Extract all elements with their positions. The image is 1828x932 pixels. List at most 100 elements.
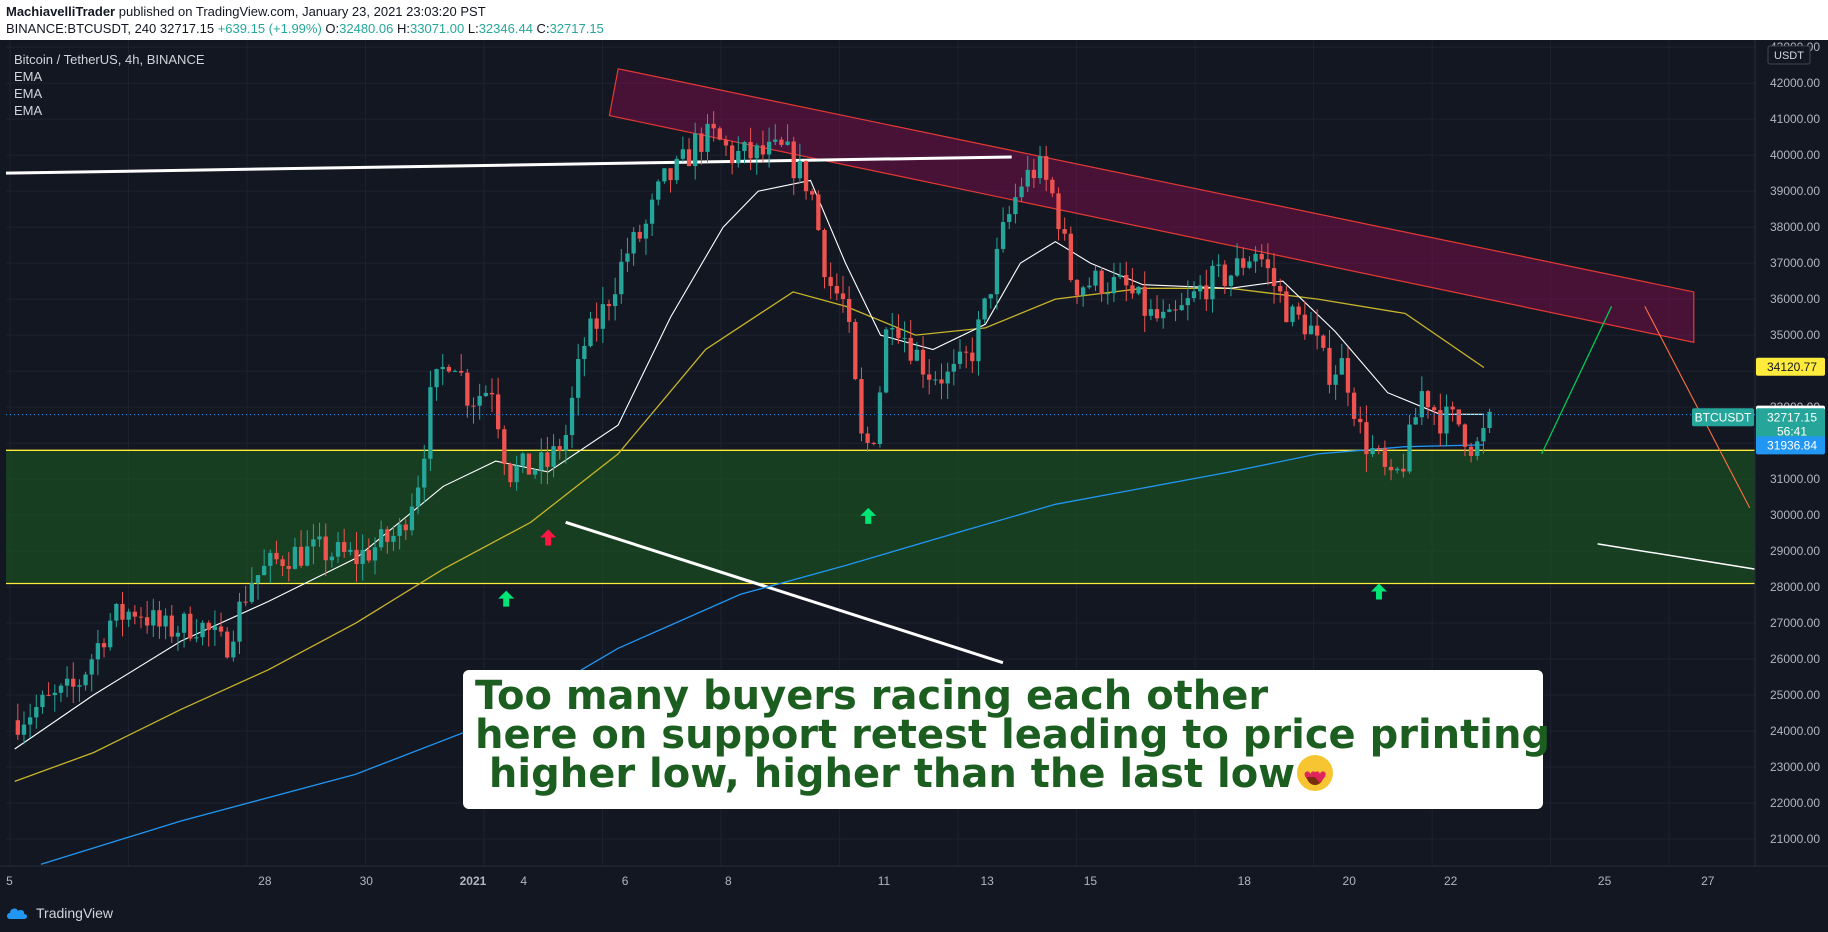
currency-badge[interactable] <box>1767 45 1811 65</box>
candle-body[interactable] <box>1167 309 1172 312</box>
candle-body[interactable] <box>255 575 261 584</box>
candle-body[interactable] <box>465 372 470 406</box>
candle-body[interactable] <box>483 392 488 396</box>
ema-slow-line[interactable] <box>40 444 1484 865</box>
candle-body[interactable] <box>680 149 686 159</box>
candle-body[interactable] <box>200 622 205 638</box>
candle-body[interactable] <box>1204 285 1209 300</box>
candle-body[interactable] <box>1062 229 1067 234</box>
candle-body[interactable] <box>495 394 501 430</box>
candle-body[interactable] <box>551 446 556 467</box>
candle-body[interactable] <box>563 435 569 451</box>
support-zone[interactable] <box>6 450 1755 584</box>
candle-body[interactable] <box>89 659 94 675</box>
candle-body[interactable] <box>292 546 298 569</box>
price-label-badge[interactable] <box>1756 436 1825 455</box>
candle-body[interactable] <box>385 529 390 542</box>
candle-body[interactable] <box>1105 293 1110 295</box>
candle-body[interactable] <box>803 160 809 192</box>
candle-body[interactable] <box>1253 253 1258 262</box>
candle-body[interactable] <box>1080 287 1086 296</box>
candle-body[interactable] <box>1142 286 1147 316</box>
candle-body[interactable] <box>766 141 772 155</box>
candle-body[interactable] <box>1419 391 1424 418</box>
candle-body[interactable] <box>668 168 673 181</box>
candle-body[interactable] <box>218 626 224 632</box>
candle-body[interactable] <box>1074 279 1080 296</box>
candle-body[interactable] <box>225 631 230 658</box>
candle-body[interactable] <box>1019 186 1024 198</box>
candle-body[interactable] <box>132 611 137 617</box>
candle-body[interactable] <box>816 194 821 230</box>
candle-body[interactable] <box>1185 298 1190 306</box>
candle-body[interactable] <box>914 349 920 361</box>
candle-body[interactable] <box>1025 169 1030 187</box>
author-name[interactable]: MachiavelliTrader <box>6 4 116 19</box>
candle-body[interactable] <box>71 678 76 687</box>
candle-body[interactable] <box>963 351 969 353</box>
candle-body[interactable] <box>896 328 901 339</box>
candle-body[interactable] <box>927 374 932 380</box>
candle-body[interactable] <box>933 379 938 381</box>
candle-body[interactable] <box>711 123 716 129</box>
candle-body[interactable] <box>311 539 316 547</box>
candle-body[interactable] <box>1013 197 1018 215</box>
candle-body[interactable] <box>643 223 649 239</box>
candle-body[interactable] <box>1271 268 1277 286</box>
candle-body[interactable] <box>1037 156 1043 179</box>
candle-body[interactable] <box>1345 358 1351 393</box>
candle-body[interactable] <box>606 304 612 307</box>
candle-body[interactable] <box>773 139 778 142</box>
candle-body[interactable] <box>1179 305 1184 311</box>
candle-body[interactable] <box>40 694 45 708</box>
candle-body[interactable] <box>1450 406 1455 410</box>
candle-body[interactable] <box>754 145 759 159</box>
candle-body[interactable] <box>797 160 803 179</box>
diagonal-trend-line[interactable] <box>565 520 1004 665</box>
candle-body[interactable] <box>834 285 839 294</box>
candle-body[interactable] <box>163 615 168 627</box>
candle-body[interactable] <box>1370 448 1375 455</box>
candle-body[interactable] <box>274 552 279 560</box>
candle-body[interactable] <box>286 565 291 569</box>
candle-body[interactable] <box>335 542 341 557</box>
candle-body[interactable] <box>212 626 218 630</box>
candle-body[interactable] <box>791 141 796 179</box>
candle-body[interactable] <box>637 231 642 239</box>
candle-body[interactable] <box>409 506 415 531</box>
candle-body[interactable] <box>175 632 181 637</box>
candle-body[interactable] <box>1210 265 1215 300</box>
candle-body[interactable] <box>1173 309 1178 311</box>
candle-body[interactable] <box>1413 417 1418 425</box>
bullish-projection-arrow[interactable] <box>1541 306 1613 455</box>
candle-body[interactable] <box>1376 448 1381 450</box>
candle-body[interactable] <box>46 694 51 696</box>
candle-body[interactable] <box>1333 374 1338 385</box>
candle-body[interactable] <box>249 583 254 602</box>
candle-body[interactable] <box>1382 448 1388 467</box>
candle-body[interactable] <box>557 446 562 451</box>
candle-body[interactable] <box>693 133 698 167</box>
candle-body[interactable] <box>970 352 975 362</box>
candle-body[interactable] <box>415 487 421 507</box>
candle-body[interactable] <box>1314 325 1320 336</box>
candle-body[interactable] <box>723 139 729 146</box>
candle-body[interactable] <box>699 133 704 152</box>
legend-ema-3[interactable]: EMA <box>14 103 43 118</box>
candle-body[interactable] <box>1007 214 1012 223</box>
candle-body[interactable] <box>1456 409 1461 425</box>
candle-body[interactable] <box>939 379 944 384</box>
candle-body[interactable] <box>77 685 82 687</box>
price-label-badge[interactable] <box>1756 357 1825 376</box>
candle-body[interactable] <box>957 351 963 364</box>
candle-body[interactable] <box>705 123 710 152</box>
candle-body[interactable] <box>1234 258 1240 276</box>
candle-body[interactable] <box>760 145 766 155</box>
price-label-badge[interactable] <box>1756 408 1825 427</box>
candle-body[interactable] <box>403 524 408 531</box>
candle-body[interactable] <box>951 363 956 372</box>
candle-body[interactable] <box>1247 261 1252 268</box>
candle-body[interactable] <box>428 387 433 459</box>
candle-body[interactable] <box>729 145 735 164</box>
candle-body[interactable] <box>1093 270 1098 286</box>
